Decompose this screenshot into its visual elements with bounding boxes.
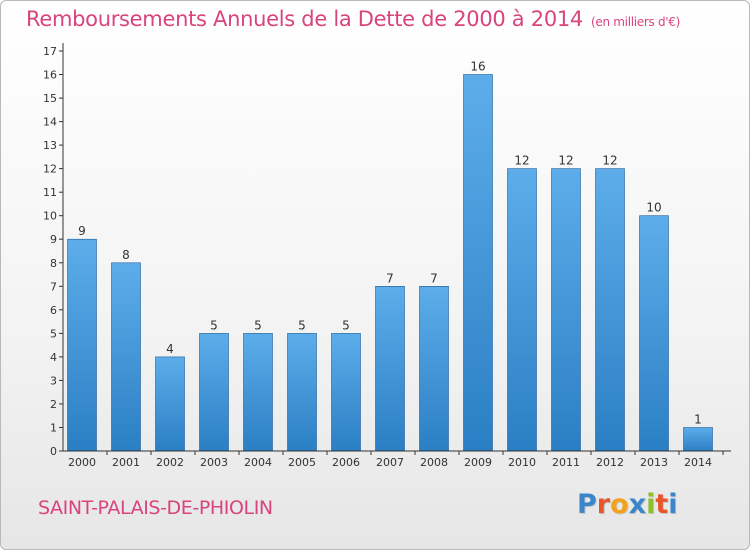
x-tick-label-2003: 2003 (200, 456, 228, 469)
x-tick-label-2008: 2008 (420, 456, 448, 469)
data-label-2005: 5 (298, 318, 306, 332)
bar-2002 (155, 356, 185, 452)
bar-2012 (595, 168, 625, 452)
data-label-2008: 7 (430, 271, 438, 285)
x-tick-label-2004: 2004 (244, 456, 272, 469)
data-label-2001: 8 (122, 248, 130, 262)
logo-letter: i (668, 489, 678, 520)
x-tick-label-2005: 2005 (288, 456, 316, 469)
proxiti-logo: Proxiti (577, 489, 678, 520)
data-label-2007: 7 (386, 271, 394, 285)
chart-unit: (en milliers d'€) (591, 15, 681, 29)
bar-2011 (551, 168, 581, 452)
data-label-2003: 5 (210, 318, 218, 332)
chart-title: Remboursements Annuels de la Dette de 20… (26, 7, 680, 31)
data-label-2010: 12 (514, 154, 529, 168)
x-tick-label-2009: 2009 (464, 456, 492, 469)
logo-letter: P (577, 489, 597, 520)
location-name: SAINT-PALAIS-DE-PHIOLIN (38, 497, 273, 519)
x-tick-label-2007: 2007 (376, 456, 404, 469)
data-label-2011: 12 (558, 154, 573, 168)
bar-2003 (199, 333, 229, 452)
logo-letter: t (655, 489, 669, 520)
chart-title-text: Remboursements Annuels de la Dette de 20… (26, 7, 583, 31)
y-tick-label-0: 0 (50, 445, 57, 458)
y-tick-label-16: 16 (43, 69, 57, 82)
x-tick-label-2010: 2010 (508, 456, 536, 469)
y-tick-label-11: 11 (43, 186, 57, 199)
x-tick-label-2013: 2013 (640, 456, 668, 469)
x-tick-label-2012: 2012 (596, 456, 624, 469)
data-label-2006: 5 (342, 318, 350, 332)
bar-2000 (67, 238, 97, 452)
y-tick-label-13: 13 (43, 139, 57, 152)
x-tick-label-2014: 2014 (684, 456, 712, 469)
y-tick-label-2: 2 (50, 398, 57, 411)
logo-letter: o (610, 489, 629, 520)
bar-2009 (463, 74, 493, 452)
y-tick-label-9: 9 (50, 233, 57, 246)
bar-2007 (375, 285, 405, 452)
logo-letter: x (628, 489, 647, 520)
data-label-2014: 1 (694, 413, 702, 427)
x-tick-label-2000: 2000 (68, 456, 96, 469)
data-label-2013: 10 (646, 201, 661, 215)
logo-letter: r (596, 489, 611, 520)
y-tick-label-17: 17 (43, 45, 57, 58)
x-tick-label-2002: 2002 (156, 456, 184, 469)
data-label-2000: 9 (78, 224, 86, 238)
y-tick-label-8: 8 (50, 257, 57, 270)
y-tick-label-3: 3 (50, 374, 57, 387)
data-label-2012: 12 (602, 154, 617, 168)
y-tick-label-12: 12 (43, 163, 57, 176)
x-tick-label-2001: 2001 (112, 456, 140, 469)
data-label-2009: 16 (470, 60, 485, 74)
y-tick-label-7: 7 (50, 280, 57, 293)
bar-2005 (287, 333, 317, 452)
y-tick-label-4: 4 (50, 351, 57, 364)
bar-2004 (243, 333, 273, 452)
y-tick-label-10: 10 (43, 210, 57, 223)
x-tick-label-2011: 2011 (552, 456, 580, 469)
y-tick-label-1: 1 (50, 422, 57, 435)
bar-2014 (683, 427, 713, 452)
bar-2010 (507, 168, 537, 452)
x-tick-label-2006: 2006 (332, 456, 360, 469)
y-tick-label-5: 5 (50, 327, 57, 340)
data-label-2002: 4 (166, 342, 174, 356)
y-tick-label-15: 15 (43, 92, 57, 105)
y-tick-label-6: 6 (50, 304, 57, 317)
bar-2013 (639, 215, 669, 452)
bar-2008 (419, 285, 449, 452)
data-label-2004: 5 (254, 318, 262, 332)
bar-2001 (111, 262, 141, 452)
bar-2006 (331, 333, 361, 452)
y-tick-label-14: 14 (43, 116, 57, 129)
logo-letter: i (646, 489, 656, 520)
